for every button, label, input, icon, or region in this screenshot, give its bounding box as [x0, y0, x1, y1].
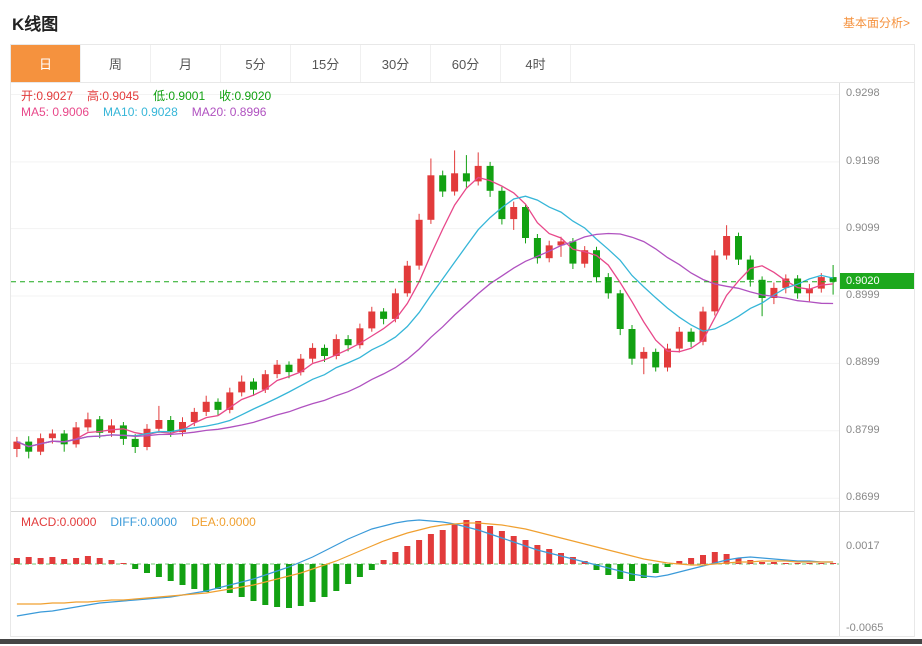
page-header: K线图 基本面分析>: [0, 0, 922, 44]
price-axis: 0.9298 0.9198 0.9099 0.8999 0.8899 0.8799 0.86…: [839, 83, 914, 511]
tab-month[interactable]: 月: [151, 45, 221, 82]
bottom-divider: [0, 639, 922, 644]
current-price-badge: 0.9020: [840, 272, 914, 289]
tab-5min[interactable]: 5分: [221, 45, 291, 82]
macd-histogram: [13, 520, 837, 608]
fundamental-analysis-link[interactable]: 基本面分析>: [842, 15, 910, 30]
tab-day[interactable]: 日: [11, 45, 81, 82]
diff-line: [16, 519, 834, 617]
timeframe-tabs: 日 周 月 5分 15分 30分 60分 4时: [11, 45, 914, 83]
price-tick: 0.8799: [846, 423, 880, 436]
page-title: K线图: [12, 14, 59, 34]
macd-chart[interactable]: MACD:0.0000 DIFF:0.0000 DEA:0.0000: [11, 512, 839, 636]
price-tick: 0.8899: [846, 356, 880, 369]
macd-axis: 0.0017 -0.0065: [839, 512, 914, 636]
macd-svg: [11, 519, 839, 617]
candlestick-chart[interactable]: 开:0.9027 高:0.9045 低:0.9001 收:0.9020 MA5:…: [11, 83, 839, 511]
main-chart-row: 开:0.9027 高:0.9045 低:0.9001 收:0.9020 MA5:…: [11, 83, 914, 511]
tab-4hour[interactable]: 4时: [501, 45, 571, 82]
tab-15min[interactable]: 15分: [291, 45, 361, 82]
ma20-line: [16, 232, 834, 448]
macd-tick: 0.0017: [846, 540, 880, 552]
price-tick: 0.9198: [846, 154, 880, 167]
price-tick: 0.8699: [846, 491, 880, 504]
ma5-line: [16, 176, 834, 448]
macd-tick: -0.0065: [846, 622, 884, 634]
tabs-filler: [571, 45, 914, 82]
tab-30min[interactable]: 30分: [361, 45, 431, 82]
tab-60min[interactable]: 60分: [431, 45, 501, 82]
tab-week[interactable]: 周: [81, 45, 151, 82]
price-tick: 0.9298: [846, 87, 880, 100]
ma10-line: [16, 195, 834, 448]
price-tick: 0.9099: [846, 221, 880, 234]
dea-line: [16, 522, 834, 605]
candlestick-svg: [11, 94, 839, 499]
macd-chart-row: MACD:0.0000 DIFF:0.0000 DEA:0.0000 0.001…: [11, 511, 914, 636]
price-tick: 0.8999: [846, 288, 880, 301]
chart-panel: 日 周 月 5分 15分 30分 60分 4时 开:0.9027 高:0.904…: [10, 44, 915, 637]
